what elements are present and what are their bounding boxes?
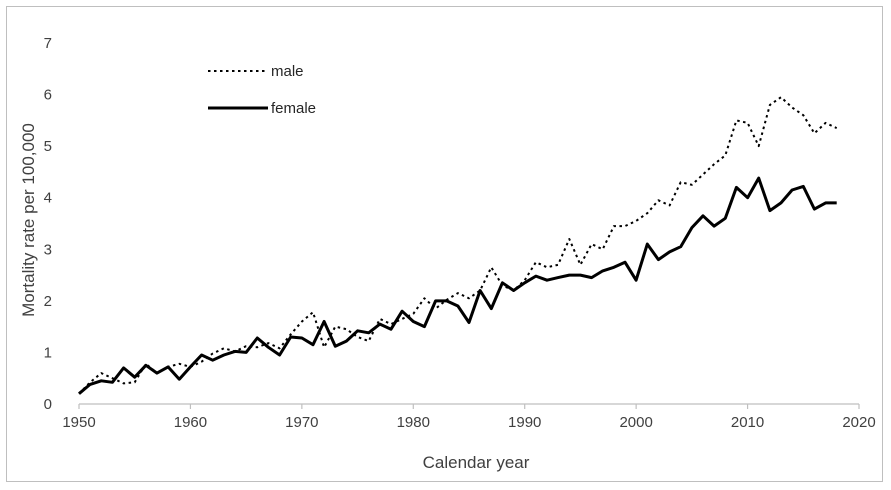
series-line-female bbox=[78, 176, 837, 395]
legend: male female bbox=[208, 63, 316, 117]
x-axis-ticks: 1950 1960 1970 1980 1990 2000 2010 2020 bbox=[62, 404, 876, 431]
x-tick-label: 1990 bbox=[508, 414, 541, 431]
y-tick-label: 0 bbox=[44, 396, 52, 413]
y-tick-label: 5 bbox=[44, 138, 52, 155]
y-tick-label: 3 bbox=[44, 241, 52, 258]
y-axis-title: Mortality rate per 100,000 bbox=[19, 123, 38, 317]
y-tick-label: 2 bbox=[44, 293, 52, 310]
legend-label-female: female bbox=[271, 100, 316, 117]
legend-label-male: male bbox=[271, 63, 304, 80]
y-axis-ticks: 0 1 2 3 4 5 6 7 bbox=[44, 35, 52, 413]
y-tick-label: 1 bbox=[44, 344, 52, 361]
series-layer bbox=[78, 96, 838, 395]
x-tick-label: 1980 bbox=[397, 414, 430, 431]
x-tick-label: 2000 bbox=[619, 414, 652, 431]
y-tick-label: 4 bbox=[44, 190, 52, 207]
series-line-male bbox=[78, 96, 838, 395]
x-axis-title: Calendar year bbox=[423, 453, 530, 472]
x-tick-label: 1950 bbox=[62, 414, 95, 431]
y-tick-label: 6 bbox=[44, 87, 52, 104]
x-tick-label: 2010 bbox=[731, 414, 764, 431]
y-tick-label: 7 bbox=[44, 35, 52, 52]
x-tick-label: 1960 bbox=[174, 414, 207, 431]
chart-frame bbox=[6, 6, 883, 482]
x-tick-label: 1970 bbox=[285, 414, 318, 431]
x-tick-label: 2020 bbox=[842, 414, 875, 431]
